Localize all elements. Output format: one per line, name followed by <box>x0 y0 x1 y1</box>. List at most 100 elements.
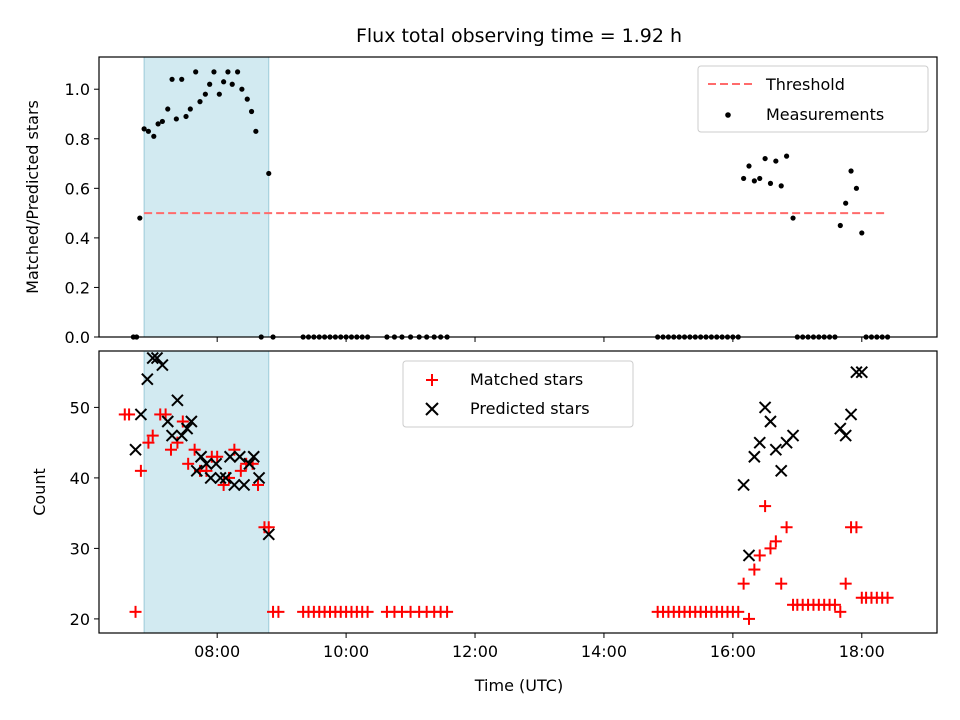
predicted-star-point <box>161 415 174 428</box>
measurement-point <box>141 126 147 132</box>
measurement-point <box>778 183 784 189</box>
bottom-x-axis: 08:00 10:00 12:00 14:00 16:00 18:00 <box>194 633 885 661</box>
matched-star-point <box>252 478 265 491</box>
predicted-star-point <box>764 415 777 428</box>
measurement-point <box>159 118 165 125</box>
measurement-point <box>187 106 193 112</box>
top-x-axis <box>216 337 863 342</box>
measurement-point <box>183 113 189 120</box>
legend-label-matched: Matched stars <box>470 370 583 389</box>
bottom-observing-window <box>143 350 270 634</box>
y-tick-label: 0.2 <box>65 278 90 297</box>
predicted-star-point <box>742 549 756 562</box>
top-y-axis: 0.0 0.2 0.4 0.6 0.8 1.0 <box>65 80 99 347</box>
measurement-point <box>225 69 231 75</box>
predicted-star-point <box>209 457 223 471</box>
matched-star-point <box>764 542 777 555</box>
matched-star-point <box>146 429 159 442</box>
predicted-star-point <box>204 471 217 485</box>
predicted-star-point <box>223 450 237 463</box>
x-tick-label: 12:00 <box>452 642 498 661</box>
predicted-star-point <box>839 429 852 442</box>
matched-star-point <box>839 577 852 590</box>
y-tick-label: 50 <box>70 398 90 417</box>
top-observing-window <box>143 56 270 338</box>
predicted-star-point <box>834 422 847 435</box>
measurement-point <box>239 86 245 92</box>
matched-star-point <box>780 521 793 534</box>
predicted-star-point <box>190 464 203 478</box>
y-tick-label: 0.0 <box>65 328 90 347</box>
predicted-star-point <box>156 358 169 372</box>
predicted-star-point <box>185 415 198 428</box>
top-panel: 0.0 0.2 0.4 0.6 0.8 1.0 Matched/Predicted sta… <box>23 56 938 347</box>
measurement-point <box>211 69 217 75</box>
predicted-star-point <box>141 372 154 386</box>
chart-title: Flux total observing time = 1.92 h <box>356 25 682 47</box>
matched-star-point <box>182 457 195 470</box>
predicted-star-point <box>262 528 275 541</box>
measurement-point <box>762 155 768 162</box>
measurement-point <box>843 200 849 206</box>
measurement-point <box>848 168 854 174</box>
y-tick-label: 0.4 <box>65 229 90 248</box>
measurement-point <box>853 185 860 191</box>
measurement-point <box>137 215 143 221</box>
measurement-point <box>859 230 865 236</box>
predicted-star-point <box>134 408 148 421</box>
legend-label-threshold: Threshold <box>765 75 845 94</box>
predicted-stars-series <box>129 351 869 562</box>
measurement-point <box>253 128 259 134</box>
measurement-point <box>207 81 213 87</box>
matched-star-point <box>775 577 788 590</box>
predicted-star-point <box>219 471 232 485</box>
matched-star-point <box>272 605 285 618</box>
measurement-point <box>197 99 203 105</box>
predicted-star-point <box>129 443 142 456</box>
measurement-point <box>783 153 790 159</box>
measurement-point <box>234 69 241 75</box>
matched-star-point <box>759 500 772 513</box>
predicted-star-point <box>786 429 800 442</box>
matched-star-point <box>211 450 224 463</box>
measurement-point <box>229 81 235 87</box>
matched-star-point <box>748 563 761 576</box>
predicted-star-point <box>228 478 241 492</box>
matched-star-point <box>737 577 750 590</box>
measurement-point <box>244 96 250 102</box>
x-tick-label: 16:00 <box>710 642 756 661</box>
measurement-point <box>179 76 185 82</box>
matched-star-point <box>732 605 745 618</box>
predicted-star-point <box>165 429 179 442</box>
x-tick-label: 10:00 <box>323 642 369 661</box>
predicted-star-point <box>180 422 194 435</box>
matched-star-point <box>164 443 177 456</box>
measurement-point <box>767 180 774 186</box>
measurement-point <box>165 106 171 112</box>
measurement-point <box>266 170 272 177</box>
top-plot-frame <box>98 56 938 338</box>
predicted-star-point <box>175 429 188 442</box>
x-axis-label: Time (UTC) <box>474 676 563 695</box>
x-tick-label: 14:00 <box>581 642 627 661</box>
matched-stars-series <box>118 408 894 625</box>
matched-star-point <box>234 464 247 477</box>
predicted-star-point <box>737 478 750 492</box>
matched-star-point <box>142 436 155 449</box>
predicted-star-point <box>233 450 246 463</box>
top-y-axis-label: Matched/Predicted stars <box>23 100 42 294</box>
y-tick-label: 40 <box>70 469 90 488</box>
matched-star-point <box>188 443 201 456</box>
matched-star-point <box>441 605 454 618</box>
predicted-star-point <box>200 457 213 471</box>
bottom-y-axis-label: Count <box>30 468 49 516</box>
predicted-star-point <box>769 443 783 456</box>
measurement-point <box>155 121 161 127</box>
y-tick-label: 0.8 <box>65 130 90 149</box>
matched-star-point <box>753 549 766 562</box>
y-tick-label: 20 <box>70 610 90 629</box>
y-tick-label: 30 <box>70 539 90 558</box>
predicted-star-point <box>146 351 159 365</box>
measurement-point <box>202 91 208 97</box>
